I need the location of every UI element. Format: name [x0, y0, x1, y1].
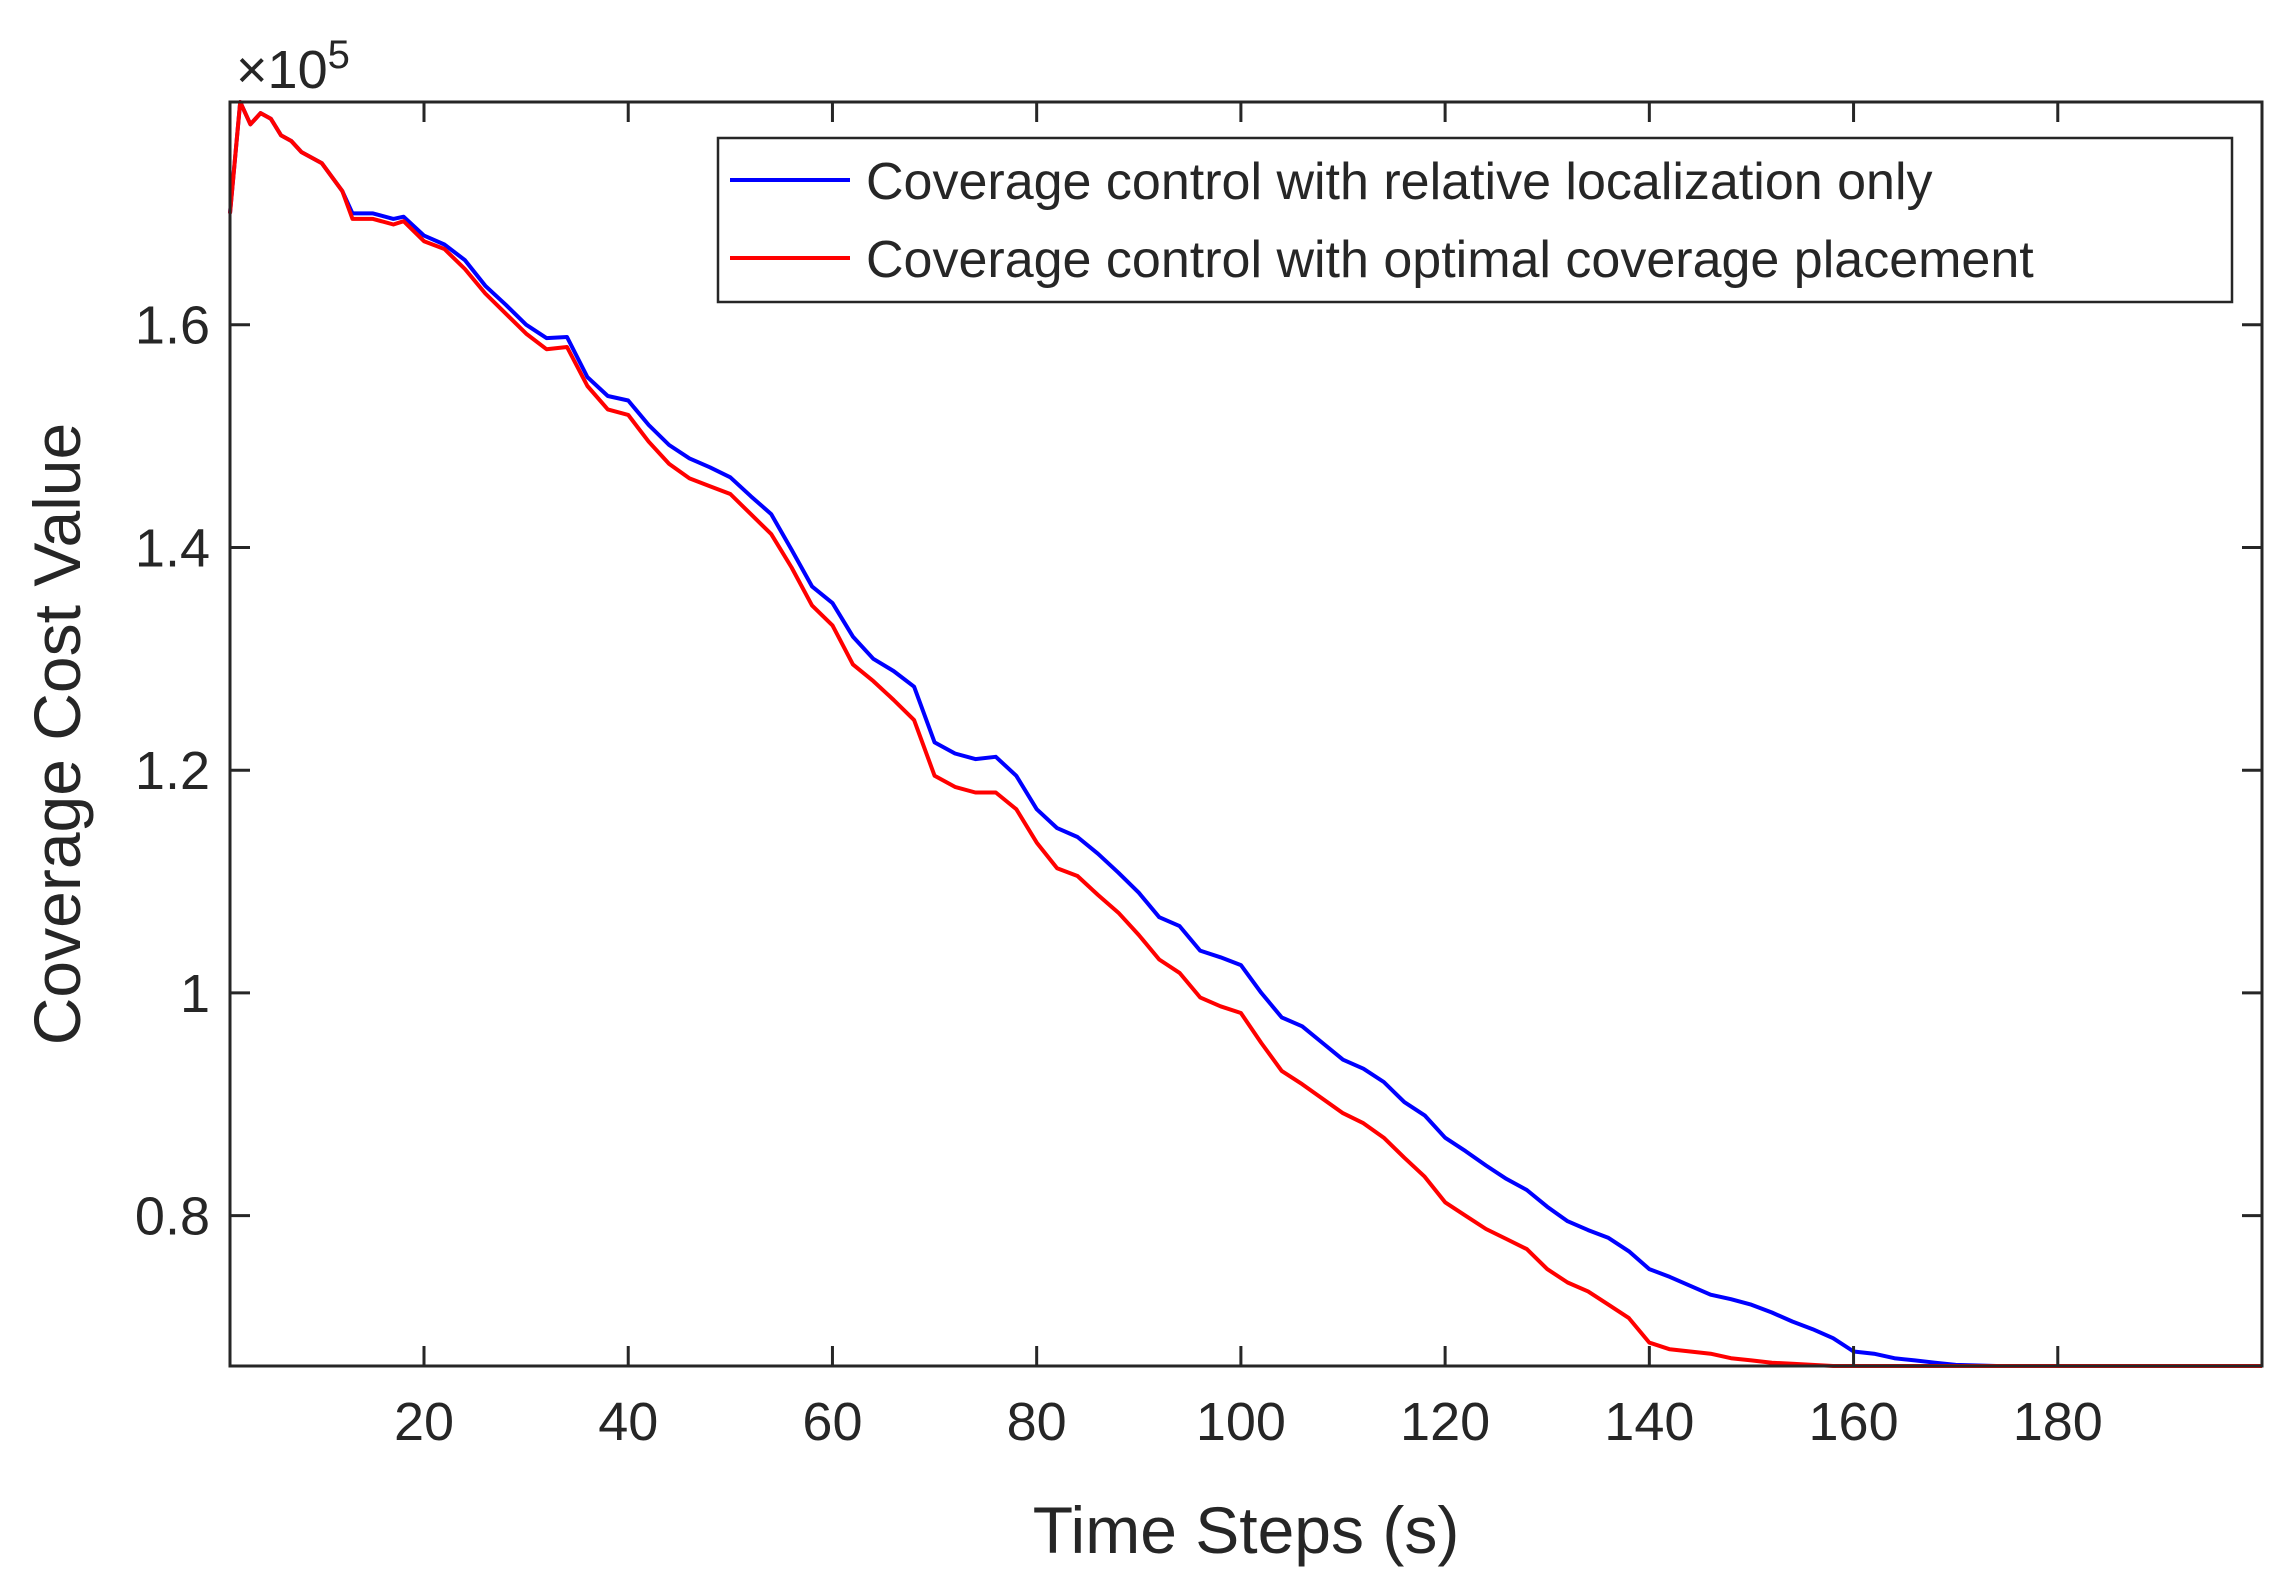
y-exponent-label: ×105 [236, 33, 350, 100]
x-tick-label: 160 [1809, 1392, 1899, 1452]
y-tick-label: 0.8 [135, 1187, 210, 1247]
x-axis: 20 40 60 80 100 120 140 160 180 [394, 102, 2103, 1452]
x-tick-label: 40 [598, 1392, 658, 1452]
y-axis: 0.8 1 1.2 1.4 1.6 [135, 296, 2262, 1247]
series-line-0 [228, 100, 2262, 1368]
x-tick-label: 120 [1400, 1392, 1490, 1452]
y-tick-label: 1 [180, 964, 210, 1024]
y-tick-label: 1.2 [135, 741, 210, 801]
x-tick-label: 80 [1007, 1392, 1067, 1452]
series-layer [228, 100, 2262, 1368]
x-axis-label: Time Steps (s) [1033, 1493, 1460, 1567]
x-tick-label: 180 [2013, 1392, 2103, 1452]
plot-background [230, 102, 2262, 1366]
legend: Coverage control with relative localizat… [716, 136, 2234, 304]
x-tick-label: 100 [1196, 1392, 1286, 1452]
legend-box [716, 136, 2234, 304]
x-tick-label: 60 [802, 1392, 862, 1452]
x-tick-label: 140 [1604, 1392, 1694, 1452]
legend-entry-relative-localization: Coverage control with relative localizat… [866, 153, 1933, 211]
series-line-1 [228, 100, 2262, 1368]
y-tick-label: 1.4 [135, 518, 210, 578]
x-tick-label: 20 [394, 1392, 454, 1452]
y-axis-label: Coverage Cost Value [20, 423, 94, 1045]
y-exponent-power: 5 [328, 33, 350, 77]
y-tick-label: 1.6 [135, 296, 210, 356]
legend-entry-optimal-placement: Coverage control with optimal coverage p… [866, 231, 2034, 289]
plot-frame [228, 100, 2264, 1368]
